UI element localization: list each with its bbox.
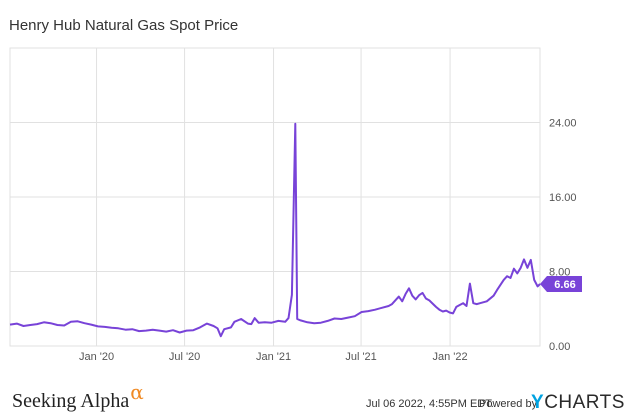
last-value-badge	[540, 275, 582, 292]
y-tick-label: 24.00	[549, 118, 577, 130]
x-tick-label: Jan '21	[256, 351, 291, 363]
seeking-alpha-wordmark: Seeking Alpha	[12, 390, 130, 412]
seeking-alpha-logo[interactable]: Seeking Alphaα	[12, 380, 144, 413]
ycharts-logo[interactable]: YCHARTS	[531, 392, 625, 414]
x-tick-label: Jul '21	[345, 351, 376, 363]
series-line	[9, 122, 541, 338]
ycharts-y-icon: Y	[531, 392, 545, 413]
powered-by-label: Powered by	[479, 398, 538, 410]
ycharts-wordmark: CHARTS	[544, 392, 625, 413]
chart-title: Henry Hub Natural Gas Spot Price	[9, 17, 239, 34]
timestamp: Jul 06 2022, 4:55PM EDT.	[366, 398, 494, 410]
y-tick-label: 16.00	[549, 192, 577, 204]
alpha-icon: α	[130, 380, 144, 404]
x-tick-label: Jul '20	[169, 351, 200, 363]
x-tick-label: Jan '22	[432, 351, 467, 363]
last-value-label: 6.66	[554, 279, 575, 291]
footer: Seeking Alphaα Jul 06 2022, 4:55PM EDT. …	[0, 380, 635, 417]
y-tick-label: 0.00	[549, 341, 570, 353]
x-tick-label: Jan '20	[79, 351, 114, 363]
y-tick-label: 8.00	[549, 267, 570, 279]
